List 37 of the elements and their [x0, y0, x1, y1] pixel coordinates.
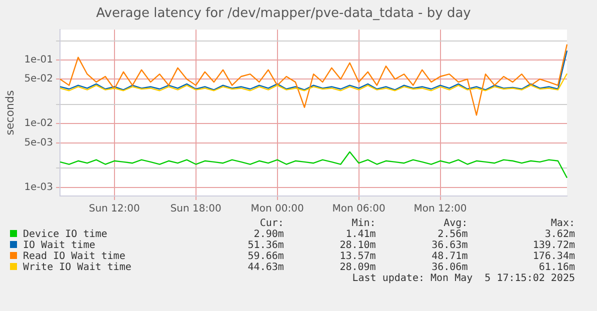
x-tick-label: Mon 00:00	[250, 204, 304, 215]
text: 1.41m	[344, 229, 376, 240]
text: 28.09m	[338, 262, 376, 273]
text: 61.16m	[538, 262, 575, 273]
y-axis-title: seconds	[3, 90, 16, 136]
text: Last update: Mon May 5 17:15:02 2025	[351, 273, 575, 284]
y-tick-label: 5e-03	[24, 137, 54, 148]
text: Cur:	[258, 218, 284, 229]
text: 139.72m	[532, 240, 575, 251]
text: 48.71m	[430, 251, 468, 262]
legend-label: Write IO Wait time	[23, 262, 132, 273]
text: Avg:	[442, 218, 468, 229]
text: 44.63m	[246, 262, 284, 273]
text: 13.57m	[338, 251, 376, 262]
x-tick-label: Mon 06:00	[332, 204, 386, 215]
x-tick-label: Sun 12:00	[88, 204, 140, 215]
text: 36.06m	[430, 262, 468, 273]
legend-label: IO Wait time	[23, 240, 96, 251]
text: 3.62m	[544, 229, 575, 240]
legend-label: Read IO Wait time	[23, 251, 126, 262]
text: Min:	[350, 218, 376, 229]
y-tick-label: 1e-02	[24, 118, 54, 130]
text: 2.56m	[436, 229, 468, 240]
chart-title: Average latency for /dev/mapper/pve-data_tdata - by day	[96, 6, 472, 22]
legend-label: Device IO time	[23, 229, 108, 240]
y-tick-label: 1e-03	[24, 182, 54, 193]
y-tick-label: 1e-01	[24, 54, 54, 66]
x-tick-label: Mon 12:00	[414, 204, 467, 215]
text: 2.90m	[252, 229, 284, 240]
text: 36.63m	[430, 240, 468, 251]
y-tick-label: 5e-02	[24, 74, 54, 85]
text: Max:	[550, 218, 575, 229]
x-tick-label: Sun 18:00	[170, 204, 222, 215]
text: 51.36m	[246, 240, 284, 251]
text: 59.66m	[246, 251, 284, 262]
text: 176.34m	[532, 251, 575, 262]
text: 28.10m	[338, 240, 376, 251]
